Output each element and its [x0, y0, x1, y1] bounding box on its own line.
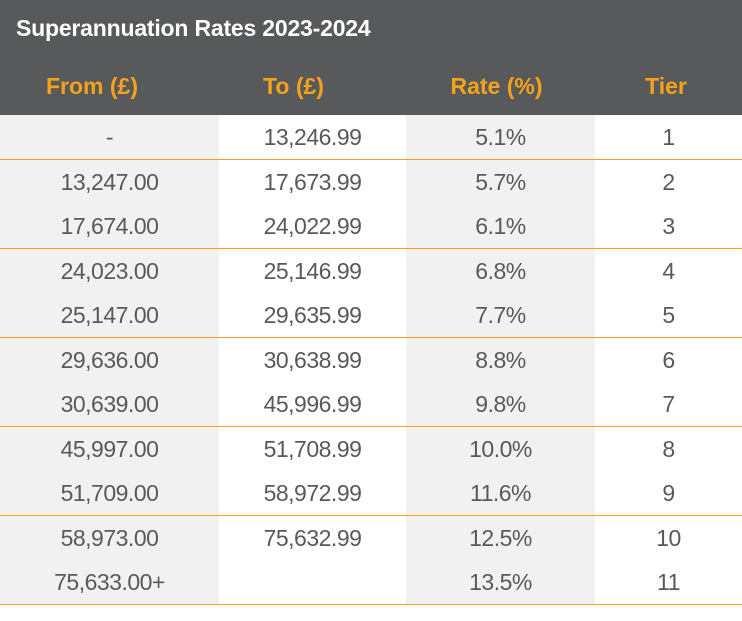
cell-rate: 5.1% — [406, 115, 595, 159]
cell-tier: 9 — [595, 471, 742, 515]
table-title: Superannuation Rates 2023-2024 — [0, 0, 742, 57]
cell-to: 30,638.99 — [219, 337, 406, 382]
cell-tier: 10 — [595, 515, 742, 560]
column-header-tier: Tier — [645, 73, 687, 99]
table-row: 45,997.00 51,708.99 10.0% 8 — [0, 426, 742, 471]
column-header-to: To (£) — [263, 73, 324, 99]
cell-from: 75,633.00+ — [0, 560, 219, 604]
table-row: 75,633.00+ 13.5% 11 — [0, 560, 742, 605]
column-header-rate: Rate (%) — [450, 73, 543, 99]
cell-from: 30,639.00 — [0, 382, 219, 426]
table-header: From (£) To (£) Rate (%) Tier — [0, 57, 742, 115]
cell-to: 51,708.99 — [219, 426, 406, 471]
table-row: 13,247.00 17,673.99 5.7% 2 — [0, 159, 742, 204]
cell-tier: 11 — [595, 560, 742, 604]
cell-rate: 5.7% — [406, 159, 595, 204]
cell-to: 58,972.99 — [219, 471, 406, 515]
cell-tier: 4 — [595, 248, 742, 293]
cell-to: 45,996.99 — [219, 382, 406, 426]
cell-rate: 9.8% — [406, 382, 595, 426]
cell-from: 58,973.00 — [0, 515, 219, 560]
cell-to: 17,673.99 — [219, 159, 406, 204]
cell-to: 24,022.99 — [219, 204, 406, 248]
cell-to: 75,632.99 — [219, 515, 406, 560]
cell-rate: 6.8% — [406, 248, 595, 293]
cell-from: - — [0, 115, 219, 159]
cell-tier: 6 — [595, 337, 742, 382]
cell-from: 29,636.00 — [0, 337, 219, 382]
table-row: - 13,246.99 5.1% 1 — [0, 115, 742, 160]
cell-to: 13,246.99 — [219, 115, 406, 159]
column-header-from: From (£) — [46, 73, 138, 99]
table-row: 58,973.00 75,632.99 12.5% 10 — [0, 515, 742, 560]
table-row: 17,674.00 24,022.99 6.1% 3 — [0, 204, 742, 249]
cell-from: 51,709.00 — [0, 471, 219, 515]
cell-from: 13,247.00 — [0, 159, 219, 204]
cell-tier: 3 — [595, 204, 742, 248]
cell-to: 25,146.99 — [219, 248, 406, 293]
cell-rate: 7.7% — [406, 293, 595, 337]
cell-rate: 10.0% — [406, 426, 595, 471]
cell-rate: 12.5% — [406, 515, 595, 560]
cell-rate: 11.6% — [406, 471, 595, 515]
table-row: 51,709.00 58,972.99 11.6% 9 — [0, 471, 742, 516]
cell-to — [219, 560, 406, 604]
cell-rate: 13.5% — [406, 560, 595, 604]
cell-tier: 8 — [595, 426, 742, 471]
cell-to: 29,635.99 — [219, 293, 406, 337]
table-row: 29,636.00 30,638.99 8.8% 6 — [0, 337, 742, 382]
cell-rate: 8.8% — [406, 337, 595, 382]
cell-from: 25,147.00 — [0, 293, 219, 337]
table-row: 30,639.00 45,996.99 9.8% 7 — [0, 382, 742, 427]
cell-tier: 1 — [595, 115, 742, 159]
table-row: 24,023.00 25,146.99 6.8% 4 — [0, 248, 742, 293]
table-body: - 13,246.99 5.1% 1 13,247.00 17,673.99 5… — [0, 115, 742, 605]
cell-tier: 2 — [595, 159, 742, 204]
cell-from: 45,997.00 — [0, 426, 219, 471]
cell-from: 24,023.00 — [0, 248, 219, 293]
cell-rate: 6.1% — [406, 204, 595, 248]
table-row: 25,147.00 29,635.99 7.7% 5 — [0, 293, 742, 338]
cell-tier: 7 — [595, 382, 742, 426]
cell-from: 17,674.00 — [0, 204, 219, 248]
cell-tier: 5 — [595, 293, 742, 337]
